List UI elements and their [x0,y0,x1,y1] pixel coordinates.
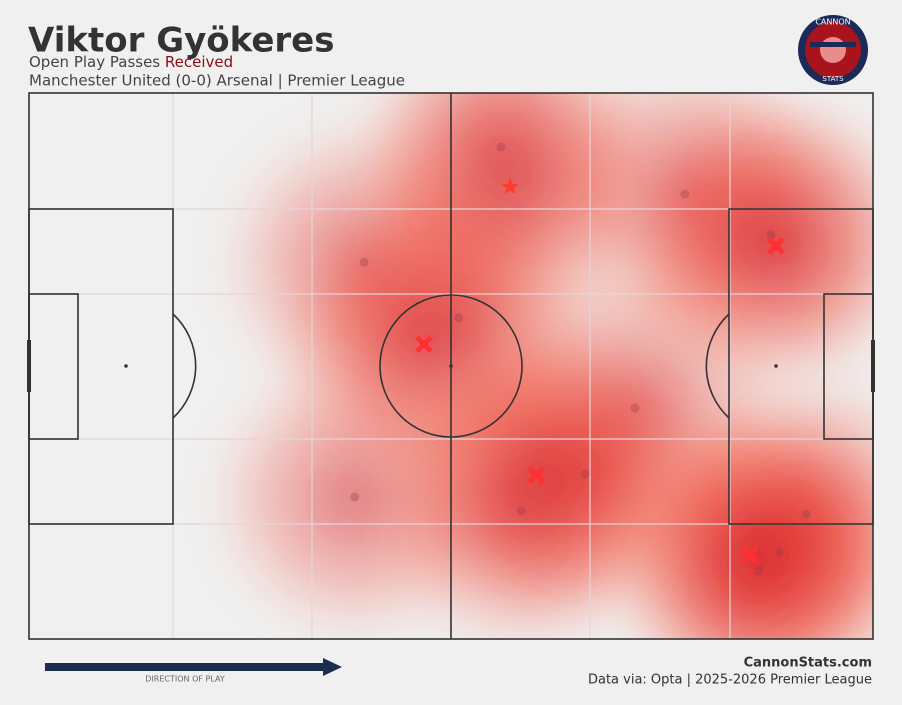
point-x [767,237,785,255]
point-x [415,335,433,353]
subtitle-accent: Received [165,53,233,71]
logo-text: CANNON [815,18,850,27]
point-x [527,466,546,484]
point [359,257,369,267]
credit: CannonStats.com [744,656,872,671]
subtitle: Open Play Passes Received [29,53,233,71]
point [630,403,640,413]
logo-text: STATS [822,75,844,83]
heatmap [204,93,873,639]
point [454,313,464,323]
match-info: Manchester United (0-0) Arsenal | Premie… [29,72,405,90]
point [774,548,784,558]
point [580,469,590,479]
title: Viktor Gyökeres [28,21,334,61]
point [496,142,506,152]
point [754,566,764,576]
direction-label: DIRECTION OF PLAY [145,675,225,684]
point [350,492,360,502]
heat-blob [625,95,873,396]
markers [350,142,811,576]
source: Data via: Opta | 2025-2026 Premier Leagu… [588,673,872,688]
point [766,230,776,240]
direction-arrow [45,658,342,676]
heat-blob [360,93,661,337]
heat-blob [599,404,873,639]
point-x [741,546,759,564]
pitch-lines [27,92,875,640]
point [516,506,526,516]
logo: CANNON STATS [798,15,868,85]
point [801,509,811,519]
point-star [501,177,519,195]
subtitle-main: Open Play Passes [29,53,160,71]
point [680,189,690,199]
